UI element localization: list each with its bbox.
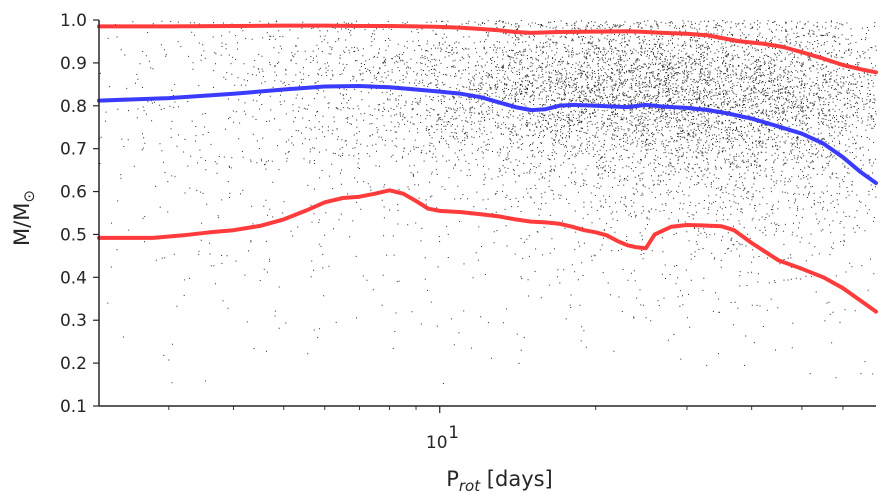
- x-axis-label: Prot [days]: [446, 467, 553, 495]
- y-tick-label: 0.9: [60, 54, 87, 74]
- series-line-3: [97, 188, 878, 314]
- scatter-dot-cloud: [99, 20, 877, 384]
- y-tick-label: 0.6: [60, 183, 87, 203]
- y-tick-label: 0.5: [60, 225, 87, 245]
- scatter-points: [99, 20, 877, 384]
- y-axis-label: M/M⊙: [10, 190, 38, 246]
- y-tick-label: 0.8: [60, 97, 87, 117]
- x-tick-label: 10: [426, 433, 448, 453]
- y-tick-label: 1.0: [60, 11, 87, 31]
- y-tick-label: 0.4: [60, 268, 87, 288]
- x-tick-exponent: 1: [448, 423, 459, 443]
- axis-labels: Prot [days] M/M⊙: [10, 190, 553, 495]
- axes: 0.1 0.2 0.3 0.4 0.5 0.6 0.7 0.8 0.9 1.0 10 1: [60, 11, 876, 453]
- series-line-1: [97, 23, 878, 75]
- y-tick-label: 0.7: [60, 140, 87, 160]
- y-tick-label: 0.3: [60, 311, 87, 331]
- y-tick-label: 0.2: [60, 354, 87, 374]
- trend-lines: [97, 23, 878, 314]
- y-tick-label: 0.1: [60, 397, 87, 417]
- series-line-2: [97, 84, 878, 185]
